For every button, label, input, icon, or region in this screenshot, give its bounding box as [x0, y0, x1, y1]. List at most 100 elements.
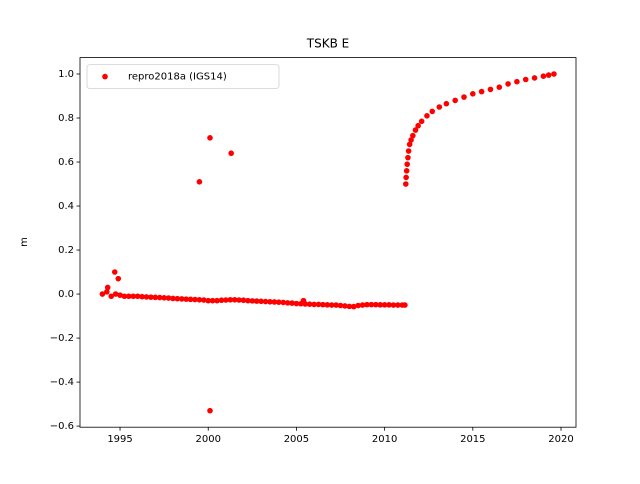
- x-tick-label: 1995: [107, 434, 132, 445]
- y-tick-label: −0.2: [50, 333, 74, 344]
- data-point: [403, 168, 410, 174]
- data-point: [121, 293, 128, 300]
- axes-frame: [79, 57, 577, 428]
- y-tick-label: 0.8: [58, 113, 74, 124]
- data-point: [112, 291, 119, 297]
- data-point: [209, 297, 216, 304]
- legend-box: [86, 64, 280, 89]
- data-point: [115, 275, 122, 282]
- data-point: [152, 294, 159, 301]
- data-point: [187, 296, 194, 303]
- data-point: [258, 298, 264, 305]
- data-point: [320, 301, 326, 308]
- data-point: [165, 295, 172, 301]
- data-point: [328, 302, 335, 308]
- data-point: [386, 302, 392, 308]
- x-tick-label: 2010: [372, 434, 397, 445]
- data-point: [418, 118, 425, 125]
- data-point: [406, 141, 413, 148]
- x-tick-label: 2020: [548, 434, 573, 445]
- data-point: [245, 297, 251, 304]
- data-point: [405, 148, 412, 154]
- data-point: [130, 293, 137, 300]
- data-point: [395, 302, 401, 308]
- data-point: [170, 295, 176, 302]
- data-point: [412, 127, 419, 133]
- data-point: [514, 78, 520, 85]
- data-point: [156, 294, 163, 301]
- chart-title: TSKB E: [306, 37, 349, 51]
- y-tick-label: 0.0: [58, 289, 74, 300]
- data-point: [271, 299, 278, 305]
- data-point: [333, 302, 339, 308]
- data-point: [236, 297, 242, 303]
- data-point: [324, 302, 331, 308]
- data-point: [405, 154, 411, 161]
- x-tick-label: 2015: [460, 434, 485, 445]
- data-point: [496, 84, 503, 90]
- legend-marker: [102, 73, 108, 80]
- data-point: [346, 303, 353, 310]
- data-point: [368, 301, 375, 308]
- data-point: [551, 71, 557, 77]
- data-point: [240, 297, 247, 304]
- data-point: [402, 302, 408, 308]
- data-point: [429, 108, 436, 115]
- data-point: [108, 293, 115, 300]
- data-point: [104, 289, 110, 295]
- x-tick-label: 2000: [196, 434, 221, 445]
- data-point: [134, 293, 141, 300]
- data-point: [306, 301, 313, 307]
- data-point: [201, 297, 207, 303]
- data-point: [280, 299, 286, 306]
- data-point: [487, 86, 494, 93]
- data-point: [227, 296, 234, 303]
- data-point: [337, 302, 344, 309]
- data-point: [522, 76, 529, 83]
- data-point: [99, 291, 106, 297]
- data-point: [289, 300, 295, 306]
- y-tick-label: 0.4: [58, 201, 74, 212]
- data-point: [183, 296, 189, 302]
- data-point: [377, 302, 384, 308]
- data-point: [505, 81, 511, 87]
- data-point: [424, 113, 430, 119]
- data-point: [148, 294, 154, 300]
- data-point: [470, 91, 476, 97]
- data-point: [461, 94, 467, 100]
- y-tick-label: −0.6: [50, 421, 74, 432]
- data-point: [478, 88, 485, 95]
- data-point: [443, 100, 450, 107]
- data-point: [218, 297, 225, 304]
- data-point: [275, 299, 282, 306]
- data-point: [249, 298, 256, 304]
- data-point: [373, 301, 379, 308]
- data-point: [104, 284, 111, 291]
- data-point: [205, 297, 212, 304]
- data-point: [231, 296, 238, 303]
- data-point: [315, 301, 322, 308]
- data-point: [410, 132, 416, 139]
- data-point: [143, 294, 150, 300]
- data-point: [228, 150, 234, 157]
- data-point: [284, 300, 291, 306]
- data-point: [178, 296, 185, 302]
- data-point: [207, 407, 213, 414]
- data-point: [545, 72, 552, 78]
- data-point: [408, 137, 414, 143]
- data-point: [223, 297, 229, 303]
- data-point: [390, 302, 397, 308]
- data-point: [381, 302, 388, 308]
- data-point: [196, 179, 203, 185]
- y-axis-label: m: [19, 237, 30, 247]
- y-tick-label: 0.6: [58, 157, 74, 168]
- data-point: [436, 104, 443, 110]
- data-point: [293, 300, 300, 307]
- data-point: [415, 122, 421, 129]
- data-point: [540, 73, 547, 79]
- data-point: [364, 301, 370, 308]
- data-point: [207, 135, 213, 141]
- data-point: [355, 302, 361, 309]
- data-point: [402, 181, 409, 187]
